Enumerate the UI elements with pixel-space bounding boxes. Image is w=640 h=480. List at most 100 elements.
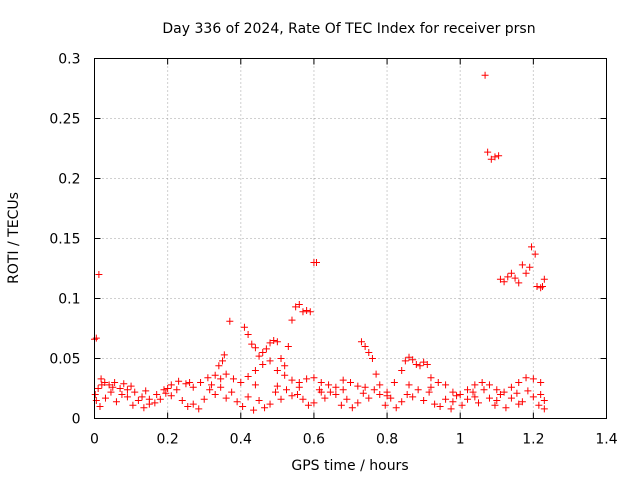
data-point [299,308,307,316]
data-point [283,386,290,394]
data-point [485,381,493,389]
data-point [370,386,378,394]
data-point [251,344,259,352]
data-point [116,385,124,392]
data-point [354,382,362,390]
x-tick-labels: 0 0.2 0.4 0.6 0.8 1 1.2 1.4 [90,432,618,448]
data-point [522,269,530,277]
data-point [251,381,259,389]
data-point [398,398,406,406]
data-point [97,375,105,383]
data-point [292,303,300,311]
data-point [496,275,504,283]
data-point [112,398,120,406]
data-point [109,383,117,391]
data-point [255,352,263,360]
data-point [162,389,170,397]
data-point [321,394,329,402]
data-point [303,375,311,383]
y-tick-label: 0.1 [58,292,80,308]
data-point [500,388,508,396]
data-point [372,370,380,378]
data-point [123,386,131,394]
data-point [244,373,252,380]
data-point [277,355,285,362]
data-point [487,155,495,163]
data-point [390,379,398,386]
data-point [306,308,314,316]
data-point [197,379,205,386]
data-point [464,395,472,403]
data-point [409,356,417,364]
data-point [480,386,488,394]
data-point [491,153,499,161]
data-point [496,391,504,398]
data-point [392,404,400,412]
y-tick-label: 0.25 [49,112,80,128]
data-point [401,357,409,365]
x-tick-label: 1.2 [522,432,544,448]
data-point [92,397,100,404]
data-point [425,388,433,396]
data-point [111,379,119,386]
data-point [537,379,545,386]
x-tick-label: 1 [456,432,465,448]
data-point [281,362,289,370]
data-point [189,383,197,391]
data-point [251,367,259,374]
data-point [293,391,301,398]
data-point [485,394,493,402]
data-point [522,374,530,382]
data-point [540,397,548,404]
data-point [259,349,267,356]
data-point [526,263,534,271]
data-point [127,382,135,390]
y-tick-label: 0.05 [49,352,80,368]
data-point [518,398,526,406]
data-point [211,371,219,379]
data-point [343,395,351,403]
data-point [220,351,228,359]
data-point [91,391,99,398]
data-point [423,361,431,368]
data-point [405,353,413,361]
data-point [361,343,369,350]
data-point [398,367,406,374]
data-point [211,391,219,398]
data-point [420,358,428,366]
data-point [515,400,523,408]
data-point [184,403,192,410]
data-point [217,375,225,383]
data-point [310,399,318,407]
x-tick-label: 0.6 [303,432,325,448]
data-point [537,284,545,292]
data-point [219,357,226,365]
data-point [449,398,457,406]
data-point [94,385,102,392]
data-point [317,388,325,396]
x-axis-label: GPS time / hours [291,458,408,474]
data-point [164,385,172,392]
data-point [228,388,236,396]
data-point [478,379,486,386]
data-point [339,386,347,394]
data-point [200,395,208,403]
data-point [383,392,391,400]
data-point [288,392,296,400]
data-point [273,367,281,374]
data-point [186,379,194,386]
data-point [332,383,340,391]
data-point [515,279,523,287]
data-point [507,383,515,391]
data-point [153,391,161,398]
data-point [284,343,292,350]
data-point [105,381,113,389]
data-point [387,394,395,402]
data-point [304,401,312,409]
data-point [409,393,417,401]
y-tick-label: 0.3 [58,52,80,68]
data-point [239,403,247,410]
data-point [339,376,347,384]
data-point [206,386,214,394]
